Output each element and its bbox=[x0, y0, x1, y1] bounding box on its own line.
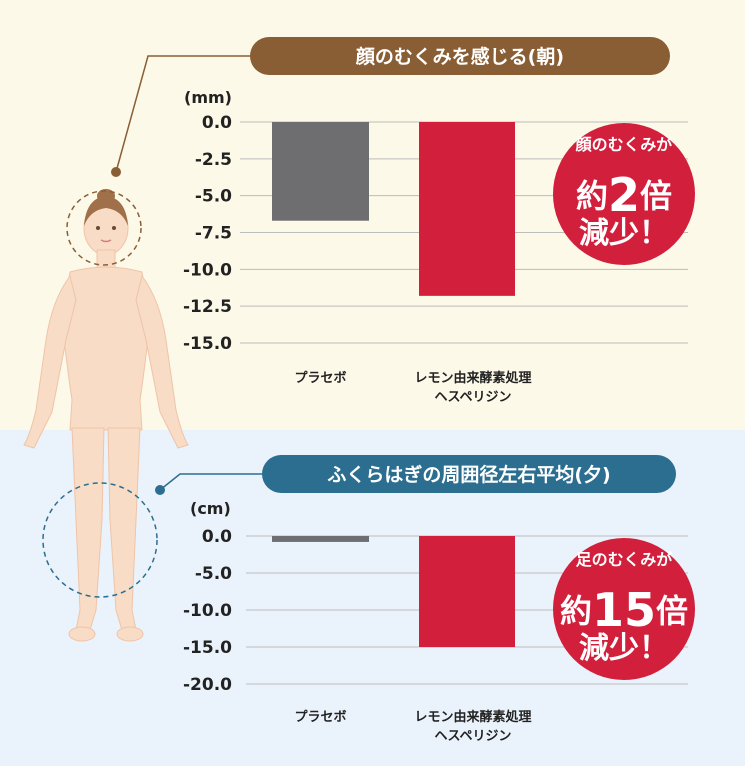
badge-prefix: 約 bbox=[576, 177, 608, 215]
chart-title-pill bbox=[262, 455, 676, 493]
badge-suffix: 倍 bbox=[656, 592, 688, 630]
result-badge bbox=[553, 123, 695, 265]
chart-title-pill bbox=[250, 37, 670, 75]
badge-number: 2 bbox=[608, 168, 640, 222]
y-tick-label: -20.0 bbox=[183, 675, 232, 695]
top-leader-line bbox=[115, 55, 258, 173]
bar-placebo bbox=[272, 536, 369, 542]
y-tick-label: 0.0 bbox=[202, 527, 232, 547]
y-unit-label: (mm) bbox=[184, 88, 232, 107]
badge-headline: 約2倍 bbox=[576, 168, 672, 222]
badge-line3: 減少！ bbox=[579, 631, 669, 666]
badge-line3: 減少！ bbox=[579, 216, 669, 251]
y-tick-label: -7.5 bbox=[195, 224, 232, 244]
bottom-leader-dot bbox=[155, 485, 165, 495]
y-tick-label: -15.0 bbox=[183, 638, 232, 658]
category-label-hesperidin: レモン由来酵素処理 bbox=[414, 709, 531, 725]
category-label-hesperidin: ヘスペリジン bbox=[434, 729, 511, 744]
top-leader-dot bbox=[111, 167, 121, 177]
bar-hesperidin bbox=[419, 122, 515, 296]
y-tick-label: -10.0 bbox=[183, 601, 232, 621]
y-tick-label: -12.5 bbox=[183, 297, 232, 317]
face-highlight-circle bbox=[66, 190, 142, 266]
bottom-leader-line bbox=[159, 473, 262, 491]
y-tick-label: -5.0 bbox=[195, 187, 232, 207]
y-tick-label: 0.0 bbox=[202, 113, 232, 133]
result-badge bbox=[553, 538, 695, 680]
badge-line1: 足のむくみが bbox=[576, 550, 673, 569]
badge-headline: 約15倍 bbox=[560, 583, 688, 637]
badge-line1: 顔のむくみが bbox=[575, 135, 673, 154]
badge-number: 15 bbox=[592, 583, 656, 637]
badge-prefix: 約 bbox=[560, 592, 592, 630]
chart-title: ふくらはぎの周囲径左右平均(夕) bbox=[327, 463, 610, 486]
bar-hesperidin bbox=[419, 536, 515, 647]
category-label-hesperidin: レモン由来酵素処理 bbox=[414, 370, 531, 386]
category-label-placebo: プラセボ bbox=[294, 709, 346, 725]
calf-highlight-circle bbox=[42, 482, 158, 598]
y-unit-label: (cm) bbox=[190, 499, 231, 518]
category-label-placebo: プラセボ bbox=[294, 370, 346, 386]
chart-title: 顔のむくみを感じる(朝) bbox=[355, 45, 564, 68]
bar-placebo bbox=[272, 122, 369, 221]
y-tick-label: -15.0 bbox=[183, 334, 232, 354]
y-tick-label: -10.0 bbox=[183, 260, 232, 280]
category-label-hesperidin: ヘスペリジン bbox=[434, 390, 511, 405]
badge-suffix: 倍 bbox=[640, 177, 672, 215]
y-tick-label: -2.5 bbox=[195, 150, 232, 170]
y-tick-label: -5.0 bbox=[195, 564, 232, 584]
